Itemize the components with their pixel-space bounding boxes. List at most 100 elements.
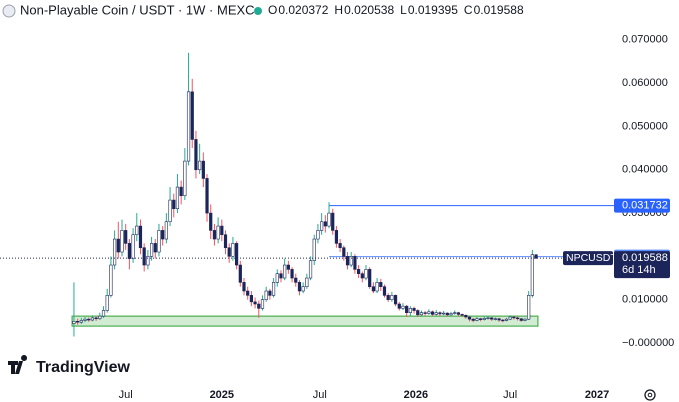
candle-body bbox=[105, 295, 109, 311]
candle-body bbox=[175, 186, 180, 210]
candle-body bbox=[157, 230, 161, 253]
candle-body bbox=[186, 91, 191, 162]
candle-body bbox=[401, 305, 405, 309]
candle-body bbox=[371, 286, 375, 292]
candle-body bbox=[190, 91, 194, 140]
candle-body bbox=[124, 230, 128, 244]
candle-body bbox=[508, 316, 512, 320]
logo: TradingView bbox=[8, 355, 131, 376]
ohlc-value: 0.020372 bbox=[278, 3, 328, 17]
candle-body bbox=[534, 254, 538, 259]
candle-body bbox=[212, 230, 217, 240]
candle-body bbox=[172, 199, 176, 210]
candle-body bbox=[419, 312, 424, 316]
candle-body bbox=[120, 230, 124, 253]
candle-body bbox=[264, 290, 268, 300]
x-tick-label: Jul bbox=[313, 389, 327, 401]
candle-body bbox=[438, 312, 442, 315]
candle-body bbox=[523, 318, 527, 321]
candle-body bbox=[279, 273, 283, 279]
candle-body bbox=[360, 273, 364, 279]
x-tick-label: Jul bbox=[119, 389, 133, 401]
candle-body bbox=[397, 303, 401, 309]
ohlc-value: 0.019588 bbox=[474, 3, 524, 17]
candle-body bbox=[253, 301, 257, 305]
plot-area: 0.0700000.0600000.0500000.0400000.030000… bbox=[0, 34, 674, 401]
candle-body bbox=[146, 256, 150, 266]
candle-body bbox=[283, 264, 287, 279]
y-tick-label: 0.040000 bbox=[622, 164, 668, 176]
gear[interactable] bbox=[644, 389, 656, 401]
gear-center bbox=[647, 392, 653, 398]
candle-body bbox=[467, 316, 472, 320]
candle-body bbox=[249, 295, 253, 303]
candle-body bbox=[512, 316, 516, 319]
candle-body bbox=[301, 286, 305, 292]
countdown: 6d 14h bbox=[622, 264, 656, 276]
candle-body bbox=[268, 290, 272, 296]
candle-body bbox=[198, 160, 202, 171]
candle-body bbox=[456, 312, 461, 315]
ohlc-key: L bbox=[400, 3, 407, 17]
candle-body bbox=[486, 317, 490, 319]
candle-body bbox=[161, 230, 165, 240]
candle-body bbox=[490, 317, 494, 320]
ohlc-key: O bbox=[268, 3, 277, 17]
candle-body bbox=[412, 308, 416, 311]
candle-body bbox=[153, 243, 157, 253]
candle-body bbox=[379, 282, 383, 287]
candle-body bbox=[493, 318, 497, 320]
candle-body bbox=[353, 256, 357, 270]
symbol-tag: NPCUSDT bbox=[566, 252, 617, 264]
settings-icon[interactable] bbox=[644, 389, 656, 401]
candle-body bbox=[149, 243, 154, 257]
candle-body bbox=[113, 238, 117, 266]
candle-body bbox=[460, 314, 464, 316]
candle-body bbox=[405, 305, 409, 313]
candle-body bbox=[275, 273, 279, 283]
candle-body bbox=[194, 139, 198, 171]
level-label: 0.031732 bbox=[622, 199, 668, 211]
candle-body bbox=[209, 212, 213, 231]
candle-body bbox=[179, 186, 183, 197]
candle-body bbox=[90, 317, 95, 321]
candle-body bbox=[464, 314, 468, 318]
candle-body bbox=[294, 277, 298, 283]
ohlc-key: C bbox=[464, 3, 473, 17]
candle-body bbox=[471, 318, 475, 321]
candle-body bbox=[98, 315, 102, 320]
candle-body bbox=[235, 243, 239, 266]
status-dot bbox=[254, 7, 262, 15]
candle-body bbox=[260, 299, 265, 309]
candle-body bbox=[223, 234, 228, 249]
brand: TradingView bbox=[36, 359, 131, 376]
candle-body bbox=[334, 230, 339, 244]
candle-body bbox=[220, 225, 224, 236]
candle-body bbox=[183, 160, 187, 197]
candle-body bbox=[430, 311, 435, 315]
chart-title: Non-Playable Coin / USDT · 1W · MEXC bbox=[20, 2, 255, 17]
candle-body bbox=[368, 269, 372, 287]
candle-body bbox=[168, 199, 172, 223]
y-tick-label: 0.010000 bbox=[622, 294, 668, 306]
candle-body bbox=[390, 295, 394, 300]
candle-body bbox=[515, 317, 520, 320]
candle-body bbox=[423, 312, 427, 314]
candle-body bbox=[320, 221, 324, 231]
candle-body bbox=[445, 312, 449, 316]
candle-body bbox=[246, 290, 250, 296]
candle-body bbox=[72, 321, 76, 324]
candle-body bbox=[127, 243, 131, 259]
candle-body bbox=[482, 318, 486, 320]
candle-body bbox=[271, 282, 276, 296]
x-tick-label: 2025 bbox=[210, 389, 234, 401]
candle-body bbox=[501, 319, 505, 322]
coin-icon bbox=[2, 4, 16, 18]
candle-body bbox=[290, 269, 294, 279]
candle-body bbox=[416, 310, 420, 316]
price-tag: 0.019588 bbox=[622, 252, 668, 264]
candle-body bbox=[79, 320, 83, 323]
level-label-box bbox=[614, 198, 670, 213]
